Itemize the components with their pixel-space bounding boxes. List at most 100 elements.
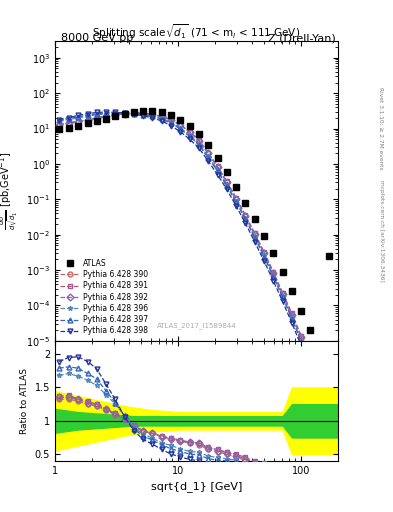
Pythia 6.428 392 bbox=[122, 111, 127, 117]
Pythia 6.428 396 bbox=[141, 111, 145, 117]
Pythia 6.428 392 bbox=[94, 115, 99, 121]
Pythia 6.428 392 bbox=[104, 113, 108, 119]
Pythia 6.428 391 bbox=[76, 118, 81, 124]
ATLAS bbox=[234, 184, 239, 190]
Text: Z (Drell-Yan): Z (Drell-Yan) bbox=[268, 33, 336, 44]
Pythia 6.428 398 bbox=[178, 129, 183, 135]
Pythia 6.428 397 bbox=[132, 111, 136, 117]
Pythia 6.428 390 bbox=[299, 335, 303, 341]
Pythia 6.428 398 bbox=[94, 110, 99, 116]
X-axis label: sqrt{d_1} [GeV]: sqrt{d_1} [GeV] bbox=[151, 481, 242, 492]
Pythia 6.428 391 bbox=[243, 212, 248, 218]
Pythia 6.428 398 bbox=[66, 115, 71, 121]
Pythia 6.428 392 bbox=[169, 117, 173, 123]
Pythia 6.428 396 bbox=[224, 182, 229, 188]
Pythia 6.428 396 bbox=[271, 272, 275, 279]
Pythia 6.428 391 bbox=[169, 117, 173, 123]
Pythia 6.428 390 bbox=[206, 150, 211, 156]
Pythia 6.428 390 bbox=[243, 214, 248, 220]
Pythia 6.428 392 bbox=[252, 231, 257, 237]
Pythia 6.428 390 bbox=[141, 110, 145, 116]
Pythia 6.428 390 bbox=[132, 110, 136, 116]
Pythia 6.428 390 bbox=[178, 122, 183, 128]
ATLAS bbox=[76, 123, 81, 129]
Pythia 6.428 398 bbox=[122, 110, 127, 116]
Pythia 6.428 397 bbox=[76, 114, 81, 120]
Pythia 6.428 392 bbox=[66, 120, 71, 126]
Pythia 6.428 390 bbox=[122, 111, 127, 117]
Pythia 6.428 397 bbox=[280, 294, 285, 301]
Pythia 6.428 392 bbox=[243, 213, 248, 219]
Pythia 6.428 398 bbox=[299, 343, 303, 349]
Pythia 6.428 396 bbox=[187, 132, 192, 138]
ATLAS bbox=[132, 109, 136, 115]
Pythia 6.428 397 bbox=[169, 120, 173, 126]
ATLAS bbox=[113, 113, 118, 119]
Pythia 6.428 398 bbox=[196, 145, 201, 151]
Pythia 6.428 391 bbox=[122, 111, 127, 117]
Pythia 6.428 397 bbox=[122, 110, 127, 116]
Pythia 6.428 397 bbox=[234, 199, 239, 205]
Pythia 6.428 392 bbox=[271, 269, 275, 275]
Pythia 6.428 398 bbox=[57, 117, 61, 123]
Pythia 6.428 392 bbox=[141, 110, 145, 116]
Pythia 6.428 398 bbox=[132, 111, 136, 117]
Pythia 6.428 396 bbox=[169, 119, 173, 125]
Pythia 6.428 391 bbox=[215, 163, 220, 169]
Pythia 6.428 397 bbox=[66, 116, 71, 122]
Title: Splitting scale$\sqrt{d_1}$ (71 < m$_l$ < 111 GeV): Splitting scale$\sqrt{d_1}$ (71 < m$_l$ … bbox=[92, 22, 301, 41]
Pythia 6.428 390 bbox=[66, 120, 71, 126]
Pythia 6.428 390 bbox=[252, 231, 257, 238]
Pythia 6.428 397 bbox=[308, 361, 313, 367]
Pythia 6.428 396 bbox=[94, 112, 99, 118]
Pythia 6.428 396 bbox=[178, 125, 183, 131]
Pythia 6.428 392 bbox=[308, 356, 313, 362]
Pythia 6.428 392 bbox=[215, 164, 220, 170]
ATLAS bbox=[243, 200, 248, 206]
Pythia 6.428 398 bbox=[308, 366, 313, 372]
ATLAS bbox=[196, 131, 201, 137]
Pythia 6.428 397 bbox=[94, 111, 99, 117]
Pythia 6.428 398 bbox=[224, 186, 229, 193]
Pythia 6.428 397 bbox=[224, 183, 229, 189]
Pythia 6.428 396 bbox=[85, 113, 90, 119]
Pythia 6.428 390 bbox=[57, 122, 61, 128]
Pythia 6.428 390 bbox=[169, 117, 173, 123]
Pythia 6.428 396 bbox=[290, 315, 294, 321]
Pythia 6.428 397 bbox=[206, 155, 211, 161]
Pythia 6.428 391 bbox=[104, 113, 108, 119]
ATLAS bbox=[160, 109, 164, 115]
Line: Pythia 6.428 391: Pythia 6.428 391 bbox=[57, 111, 313, 361]
Text: Rivet 3.1.10; ≥ 2.7M events: Rivet 3.1.10; ≥ 2.7M events bbox=[379, 87, 384, 169]
ATLAS bbox=[66, 125, 71, 131]
Line: ATLAS: ATLAS bbox=[56, 108, 332, 354]
Text: ATLAS_2017_I1589844: ATLAS_2017_I1589844 bbox=[157, 322, 236, 329]
Pythia 6.428 397 bbox=[299, 338, 303, 345]
Pythia 6.428 391 bbox=[85, 117, 90, 123]
Pythia 6.428 391 bbox=[290, 310, 294, 316]
Pythia 6.428 391 bbox=[141, 110, 145, 116]
Pythia 6.428 392 bbox=[234, 196, 239, 202]
ATLAS bbox=[215, 155, 220, 161]
Pythia 6.428 396 bbox=[66, 117, 71, 123]
Pythia 6.428 391 bbox=[94, 115, 99, 121]
Pythia 6.428 390 bbox=[224, 179, 229, 185]
Pythia 6.428 397 bbox=[196, 142, 201, 148]
ATLAS bbox=[85, 120, 90, 126]
Pythia 6.428 392 bbox=[290, 312, 294, 318]
Pythia 6.428 397 bbox=[243, 217, 248, 223]
Pythia 6.428 390 bbox=[94, 115, 99, 121]
ATLAS bbox=[169, 112, 173, 118]
Pythia 6.428 390 bbox=[215, 164, 220, 170]
Pythia 6.428 390 bbox=[290, 313, 294, 319]
ATLAS bbox=[271, 250, 275, 257]
Pythia 6.428 397 bbox=[178, 126, 183, 132]
ATLAS bbox=[262, 233, 266, 240]
Pythia 6.428 398 bbox=[262, 258, 266, 264]
Pythia 6.428 391 bbox=[280, 290, 285, 296]
ATLAS bbox=[57, 126, 61, 133]
Pythia 6.428 397 bbox=[85, 112, 90, 118]
Pythia 6.428 398 bbox=[160, 118, 164, 124]
Pythia 6.428 390 bbox=[196, 138, 201, 144]
Pythia 6.428 398 bbox=[104, 109, 108, 115]
